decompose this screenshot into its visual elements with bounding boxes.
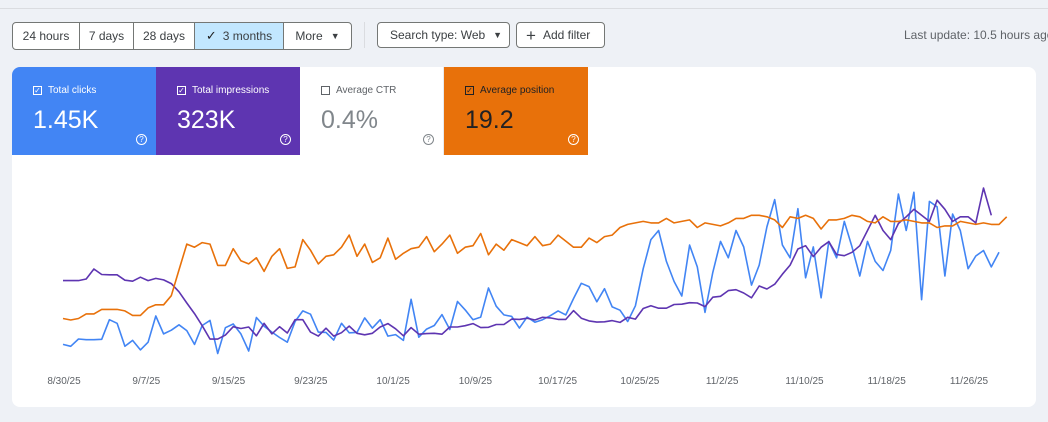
- range-3-months-label: 3 months: [222, 29, 273, 43]
- last-update-text: Last update: 10.5 hours ago: [904, 28, 1048, 42]
- x-tick-label: 10/9/25: [459, 376, 493, 387]
- metric-value: 1.45K: [33, 106, 99, 134]
- metric-value: 323K: [177, 106, 236, 134]
- top-divider: [0, 8, 1048, 9]
- x-tick-label: 11/10/25: [785, 376, 824, 387]
- performance-card: ✓ Total clicks 1.45K ? ✓ Total impressions…: [12, 67, 1036, 407]
- date-range-selector: 24 hours 7 days 28 days ✓ 3 months More …: [12, 22, 352, 50]
- checkbox-checked-icon[interactable]: ✓: [465, 85, 474, 95]
- metric-tile-total-impressions[interactable]: ✓ Total impressions 323K ?: [156, 67, 300, 155]
- metric-label: Total impressions: [192, 85, 270, 96]
- filter-divider: [364, 22, 365, 48]
- x-tick-label: 11/18/25: [868, 376, 907, 387]
- checkbox-checked-icon[interactable]: ✓: [33, 85, 42, 95]
- caret-down-icon: ▼: [493, 30, 503, 40]
- more-label: More: [295, 29, 323, 43]
- metric-value: 19.2: [465, 106, 514, 134]
- x-tick-label: 10/17/25: [538, 376, 577, 387]
- help-icon[interactable]: ?: [423, 134, 434, 145]
- metric-tile-total-clicks[interactable]: ✓ Total clicks 1.45K ?: [12, 67, 156, 155]
- x-tick-label: 10/25/25: [620, 376, 659, 387]
- checkbox-unchecked-icon[interactable]: [321, 86, 330, 95]
- plus-icon: +: [526, 25, 536, 45]
- performance-chart: 8/30/25 9/7/25 9/15/25 9/23/25 10/1/25 10/9/2…: [47, 187, 1008, 387]
- add-filter-label: Add filter: [542, 28, 591, 42]
- range-28-days-button[interactable]: 28 days: [134, 23, 195, 49]
- range-7-days-button[interactable]: 7 days: [80, 23, 134, 49]
- x-tick-label: 8/30/25: [47, 376, 81, 387]
- check-icon: ✓: [205, 28, 217, 43]
- help-icon[interactable]: ?: [568, 134, 579, 145]
- caret-down-icon: ▼: [330, 31, 340, 41]
- metric-tile-average-position[interactable]: ✓ Average position 19.2 ?: [444, 67, 588, 155]
- metric-label: Total clicks: [48, 85, 97, 96]
- range-3-months-button[interactable]: ✓ 3 months: [195, 23, 284, 49]
- x-tick-label: 10/1/25: [376, 376, 410, 387]
- metric-label: Average position: [480, 85, 555, 96]
- search-type-dropdown[interactable]: Search type: Web ▼: [377, 22, 510, 48]
- range-24-hours-button[interactable]: 24 hours: [13, 23, 80, 49]
- series-line-total-impressions: [63, 187, 993, 340]
- x-tick-label: 9/7/25: [132, 376, 160, 387]
- add-filter-button[interactable]: + Add filter: [516, 22, 605, 48]
- metric-tile-average-ctr[interactable]: Average CTR 0.4% ?: [300, 67, 444, 155]
- search-type-label: Search type: Web: [390, 28, 486, 42]
- help-icon[interactable]: ?: [280, 134, 291, 145]
- x-tick-label: 9/23/25: [294, 376, 328, 387]
- x-tick-label: 11/26/25: [950, 376, 989, 387]
- metric-label: Average CTR: [336, 85, 397, 96]
- series-line-average-position: [62, 214, 1008, 321]
- metric-value: 0.4%: [321, 106, 378, 134]
- help-icon[interactable]: ?: [136, 134, 147, 145]
- x-tick-label: 11/2/25: [706, 376, 739, 387]
- checkbox-checked-icon[interactable]: ✓: [177, 85, 186, 95]
- more-ranges-button[interactable]: More ▼: [284, 23, 351, 49]
- x-tick-label: 9/15/25: [212, 376, 246, 387]
